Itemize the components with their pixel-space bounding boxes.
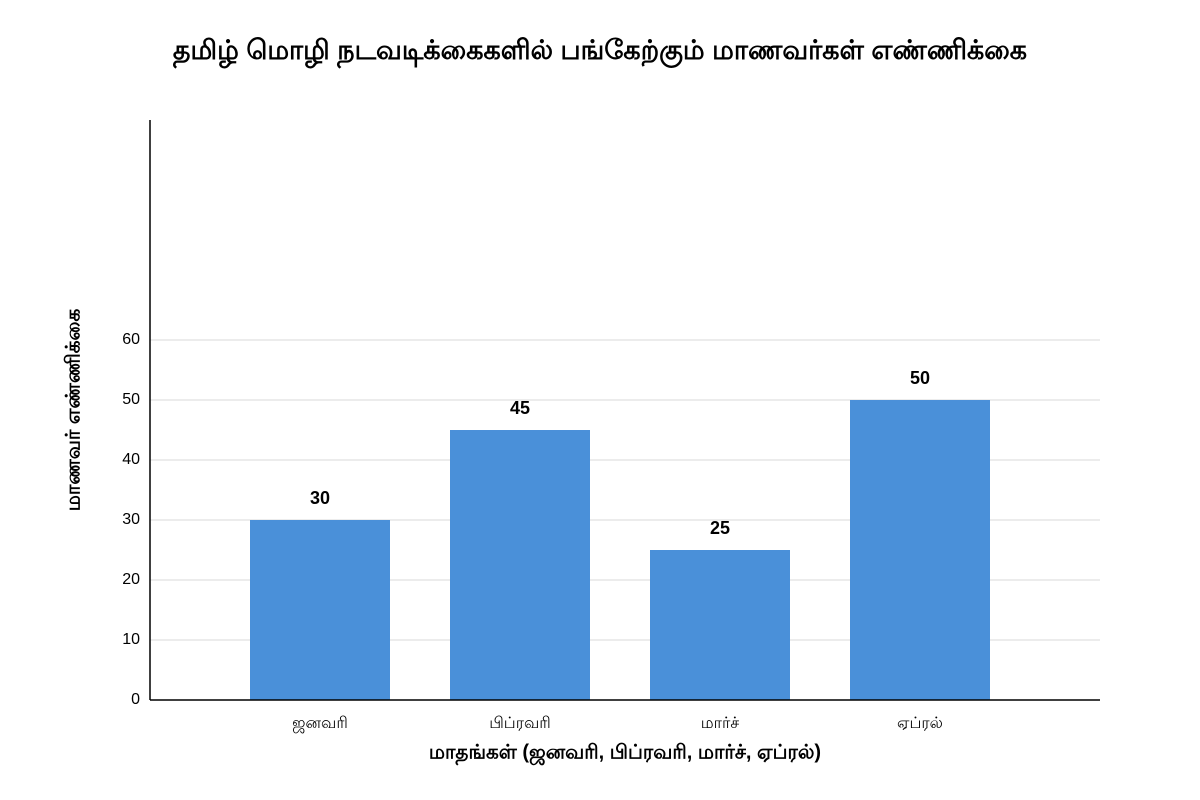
value-label: 30 <box>310 488 330 508</box>
bar <box>450 430 590 700</box>
y-tick-label: 60 <box>122 331 140 348</box>
value-label: 45 <box>510 398 530 418</box>
y-tick-label: 20 <box>122 571 140 588</box>
y-tick-label: 0 <box>131 691 140 708</box>
bar <box>250 520 390 700</box>
y-axis-title: மாணவர் எண்ணிக்கை <box>62 309 84 512</box>
y-tick-label: 10 <box>122 631 140 648</box>
y-tick-label: 30 <box>122 511 140 528</box>
y-tick-label: 40 <box>122 451 140 468</box>
value-label: 50 <box>910 368 930 388</box>
x-tick-label: மார்ச் <box>701 715 740 732</box>
bar <box>650 550 790 700</box>
x-tick-label: பிப்ரவரி <box>489 715 551 732</box>
chart-title: தமிழ் மொழி நடவடிக்கைகளில் பங்கேற்கும் மா… <box>173 35 1027 69</box>
x-tick-label: ஜனவரி <box>292 715 348 733</box>
bar <box>850 400 990 700</box>
value-label: 25 <box>710 518 730 538</box>
y-tick-label: 50 <box>122 391 140 408</box>
x-axis-title: மாதங்கள் (ஜனவரி, பிப்ரவரி, மார்ச், ஏப்ரல… <box>429 741 821 766</box>
x-tick-label: ஏப்ரல் <box>897 715 943 732</box>
